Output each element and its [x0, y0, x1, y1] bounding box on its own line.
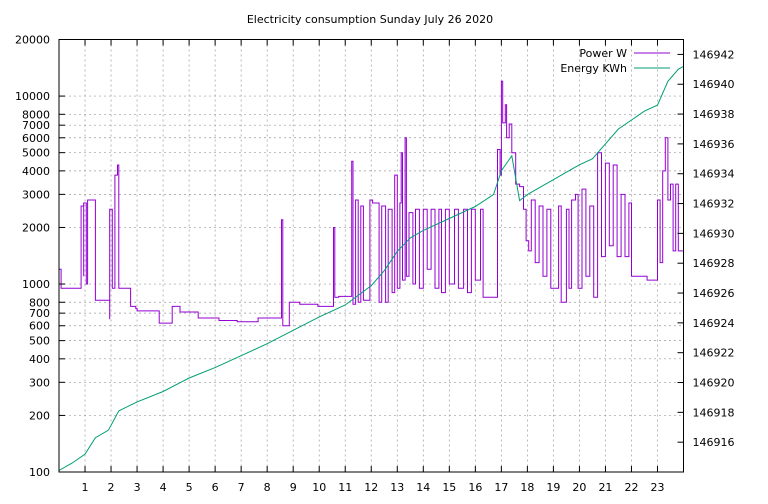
- y-left-tick-label: 6000: [22, 132, 50, 145]
- y-left-tick-label: 7000: [22, 119, 50, 132]
- y-right-tick-label: 146928: [693, 257, 735, 270]
- y-left-tick-label: 20000: [15, 34, 50, 47]
- y-right-tick-label: 146916: [693, 436, 735, 449]
- series-line-energy-kwh: [58, 65, 684, 471]
- y-left-tick-label: 300: [29, 376, 50, 389]
- x-tick-label: 12: [364, 481, 378, 494]
- y-left-tick-label: 100: [29, 466, 50, 479]
- x-tick-label: 8: [264, 481, 271, 494]
- x-tick-label: 19: [546, 481, 560, 494]
- legend: Power W Energy KWh: [560, 47, 670, 75]
- y-left-tick-label: 400: [29, 353, 50, 366]
- y-left-tick-label: 500: [29, 335, 50, 348]
- x-tick-label: 21: [598, 481, 612, 494]
- y-right-tick-label: 146942: [693, 48, 735, 61]
- y-left-tick-label: 200: [29, 409, 50, 422]
- x-tick-label: 17: [494, 481, 508, 494]
- y-right-tick-label: 146918: [693, 406, 735, 419]
- chart-title: Electricity consumption Sunday July 26 2…: [247, 13, 493, 26]
- y-right-tick-label: 146926: [693, 287, 735, 300]
- y-left-tick-label: 4000: [22, 165, 50, 178]
- y-right-tick-label: 146922: [693, 347, 735, 360]
- y-right-tick-label: 146940: [693, 78, 735, 91]
- y-left-tick-label: 1000: [22, 278, 50, 291]
- y-right-tick-label: 146934: [693, 168, 735, 181]
- x-tick-label: 11: [338, 481, 352, 494]
- y-right-tick-label: 146938: [693, 108, 735, 121]
- y-left-tick-label: 700: [29, 307, 50, 320]
- x-tick-label: 1: [82, 481, 89, 494]
- y-left-tick-label: 5000: [22, 147, 50, 160]
- y-left-tick-label: 10000: [15, 90, 50, 103]
- y-right-tick-label: 146924: [693, 317, 735, 330]
- y-right-tick-label: 146932: [693, 198, 735, 211]
- x-tick-label: 18: [520, 481, 534, 494]
- y-left-tick-label: 8000: [22, 108, 50, 121]
- y-axis-right: 146916 146918 146920 146922 146924 146926 1469…: [677, 48, 735, 449]
- y-left-tick-label: 800: [29, 296, 50, 309]
- x-tick-label: 7: [238, 481, 245, 494]
- x-tick-label: 5: [186, 481, 193, 494]
- y-left-tick-label: 3000: [22, 188, 50, 201]
- x-tick-label: 16: [468, 481, 482, 494]
- x-tick-label: 9: [290, 481, 297, 494]
- y-right-tick-label: 146920: [693, 377, 735, 390]
- plot-series: [58, 65, 684, 471]
- y-left-tick-label: 2000: [22, 221, 50, 234]
- x-tick-label: 20: [572, 481, 586, 494]
- x-tick-label: 14: [416, 481, 430, 494]
- x-tick-label: 22: [624, 481, 638, 494]
- y-left-tick-label: 600: [29, 320, 50, 333]
- legend-label-energy-kwh: Energy KWh: [560, 62, 627, 75]
- x-tick-label: 13: [390, 481, 404, 494]
- x-tick-label: 6: [212, 481, 219, 494]
- x-axis: 1 2 3 4 5 6 7 8 9 10 11 12 13 14 15 16 17 18 19 20 21 22 23: [82, 39, 664, 494]
- y-right-tick-label: 146930: [693, 227, 735, 240]
- x-tick-label: 3: [134, 481, 141, 494]
- x-tick-label: 4: [160, 481, 167, 494]
- x-tick-label: 10: [312, 481, 326, 494]
- series-line-power-w: [59, 80, 684, 327]
- legend-label-power-w: Power W: [579, 47, 627, 60]
- x-tick-label: 15: [442, 481, 456, 494]
- x-tick-label: 2: [108, 481, 115, 494]
- x-tick-label: 23: [650, 481, 664, 494]
- y-right-tick-label: 146936: [693, 138, 735, 151]
